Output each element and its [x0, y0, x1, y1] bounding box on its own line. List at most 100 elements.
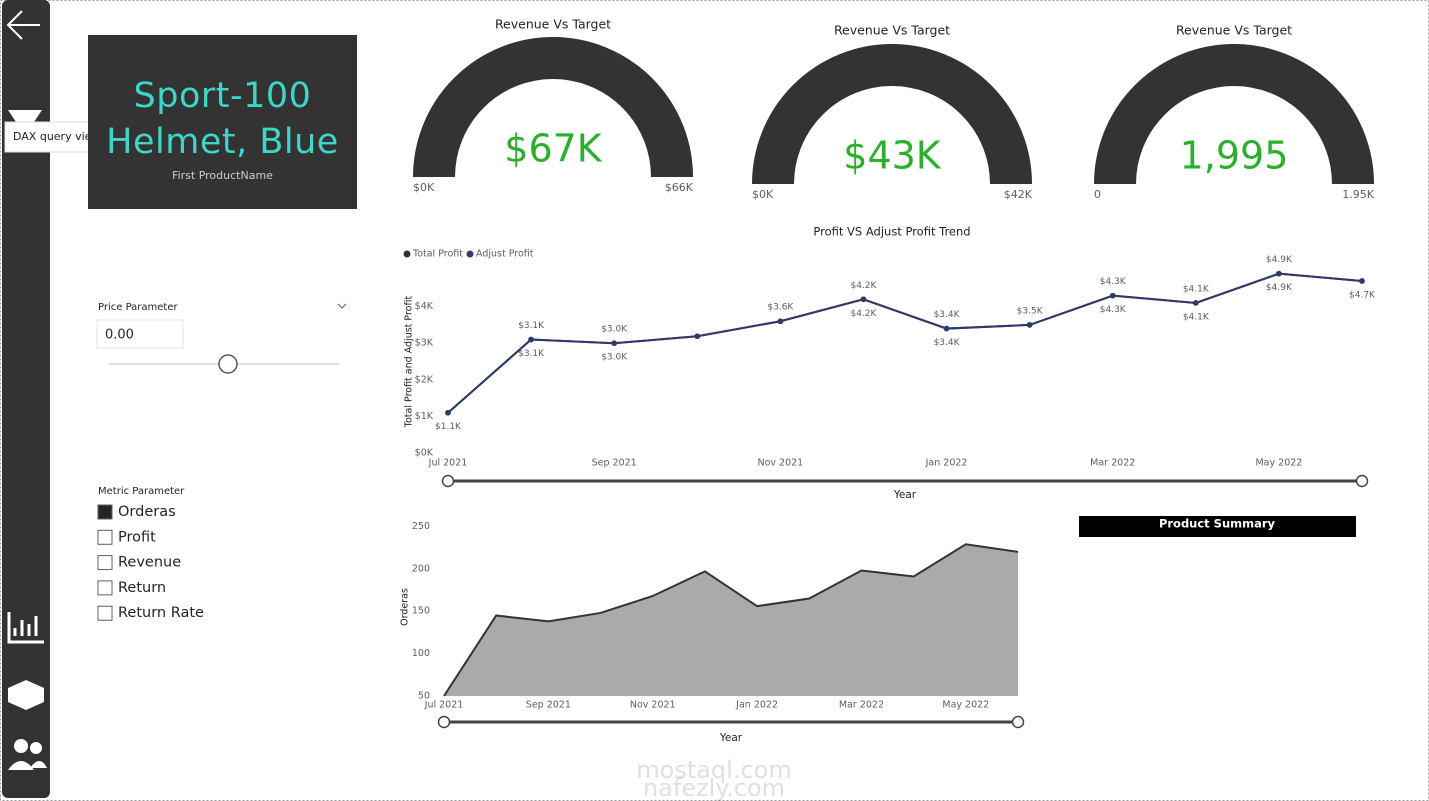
gauge-tick-label: 0 — [1094, 188, 1101, 201]
user-body — [8, 761, 34, 770]
point — [1026, 322, 1033, 328]
point — [1276, 270, 1282, 277]
card: Sport-100 Helmet, Blue First ProductName — [88, 35, 357, 209]
legend-label[interactable]: Total Profit — [412, 249, 463, 260]
y-tick-label: $3K — [415, 338, 434, 349]
point — [445, 409, 451, 416]
gauge-title: Revenue Vs Target — [1176, 23, 1292, 38]
price-handle[interactable] — [218, 354, 238, 374]
legend-label[interactable]: Adjust Profit — [476, 249, 534, 260]
price-value[interactable]: 0.00 — [105, 328, 134, 343]
gauge-value: 1,995 — [1180, 134, 1289, 178]
data-label: $3.5K — [1017, 306, 1044, 316]
data-label: $4.2K — [850, 309, 877, 319]
range-handle[interactable] — [1355, 474, 1369, 488]
summary-header — [1079, 516, 1356, 537]
tooltip-box — [4, 121, 104, 153]
gauge-fill — [413, 37, 693, 178]
x-tick-label: Mar 2022 — [839, 700, 884, 711]
report-icon[interactable] — [7, 612, 44, 644]
x-tick-label: Sep 2021 — [592, 458, 637, 469]
gauge-title: Revenue Vs Target — [495, 17, 611, 32]
point — [1193, 300, 1199, 306]
back-arrow — [6, 10, 40, 40]
summary-title: Product Summary — [1159, 517, 1276, 531]
legend-marker[interactable] — [466, 250, 474, 258]
option-label[interactable]: Return Rate — [118, 605, 204, 621]
series-line — [447, 272, 1363, 414]
point — [611, 340, 617, 347]
x-tick-label: Nov 2021 — [757, 458, 803, 469]
option-label[interactable]: Revenue — [118, 555, 181, 571]
x-tick-label: Nov 2021 — [630, 700, 676, 711]
point — [860, 296, 867, 303]
data-label: $4.1K — [1183, 312, 1210, 322]
gauge-tick-label: $42K — [1004, 188, 1033, 201]
price-input[interactable] — [96, 319, 184, 349]
point — [777, 318, 784, 325]
data-label: $3.6K — [767, 303, 794, 313]
legend-marker[interactable] — [403, 250, 411, 258]
gauge-value: $43K — [843, 134, 942, 178]
watermark: mostaql.com — [636, 756, 791, 784]
checkbox[interactable] — [97, 555, 113, 571]
y-tick-label: $1K — [415, 411, 434, 422]
user-head-2 — [30, 742, 42, 754]
gauge-title: Revenue Vs Target — [834, 23, 950, 38]
sidebar — [2, 0, 50, 798]
data-label: $4.3K — [1100, 305, 1127, 315]
point — [1359, 278, 1365, 284]
x-tick-label: Jan 2022 — [735, 700, 778, 711]
y-tick-label: 200 — [412, 563, 430, 574]
x-tick-label: May 2022 — [942, 700, 989, 711]
checkbox[interactable] — [97, 504, 113, 520]
user-head — [14, 739, 28, 753]
user-body-2 — [30, 761, 47, 768]
checkbox[interactable] — [97, 580, 113, 596]
point — [694, 333, 701, 340]
gauge-tick-label: $66K — [665, 181, 694, 194]
model-icon[interactable] — [8, 680, 44, 710]
chevron[interactable] — [337, 303, 347, 309]
table-icon[interactable] — [8, 110, 42, 122]
chart-title: Profit VS Adjust Profit Trend — [813, 225, 970, 239]
back-button[interactable] — [6, 10, 40, 40]
box-glyph — [8, 680, 44, 710]
range-handle[interactable] — [437, 715, 451, 729]
y-tick-label: $0K — [415, 448, 434, 459]
data-label: $4.9K — [1266, 283, 1293, 293]
data-label: $3.1K — [518, 349, 545, 359]
point — [528, 336, 534, 343]
users-icon[interactable] — [8, 739, 47, 770]
y-tick-label: 250 — [412, 521, 430, 532]
y-tick-label: $2K — [415, 374, 434, 385]
point — [943, 325, 950, 332]
option-label[interactable]: Profit — [118, 529, 156, 545]
checkbox[interactable] — [97, 529, 113, 545]
watermark: nafezly.com — [643, 774, 785, 801]
y-tick-label: 100 — [412, 648, 430, 659]
data-label: $4.7K — [1349, 290, 1376, 300]
data-label: $4.1K — [1183, 284, 1210, 294]
y-tick-label: 150 — [412, 606, 430, 617]
card-label: First ProductName — [172, 169, 273, 182]
area-line — [443, 543, 1019, 697]
data-label: $3.1K — [518, 321, 545, 331]
data-label: $4.9K — [1266, 255, 1293, 265]
data-label: $4.3K — [1100, 277, 1127, 287]
range-handle[interactable] — [1011, 715, 1025, 729]
range-handle[interactable] — [441, 474, 455, 488]
gauge-fill — [752, 44, 1032, 185]
gauge-value: $67K — [504, 127, 603, 171]
x-tick-label: May 2022 — [1255, 458, 1302, 469]
slicer-title: Price Parameter — [98, 302, 178, 313]
tooltip-text: DAX query view — [13, 130, 100, 143]
gauge-fill — [1094, 44, 1374, 185]
gauge-tick-label: 1.95K — [1342, 188, 1374, 201]
checkbox[interactable] — [97, 605, 113, 621]
option-label[interactable]: Orderas — [118, 504, 176, 520]
data-label: $3.0K — [601, 325, 628, 335]
option-label[interactable]: Return — [118, 580, 166, 596]
x-tick-label: Mar 2022 — [1090, 458, 1135, 469]
